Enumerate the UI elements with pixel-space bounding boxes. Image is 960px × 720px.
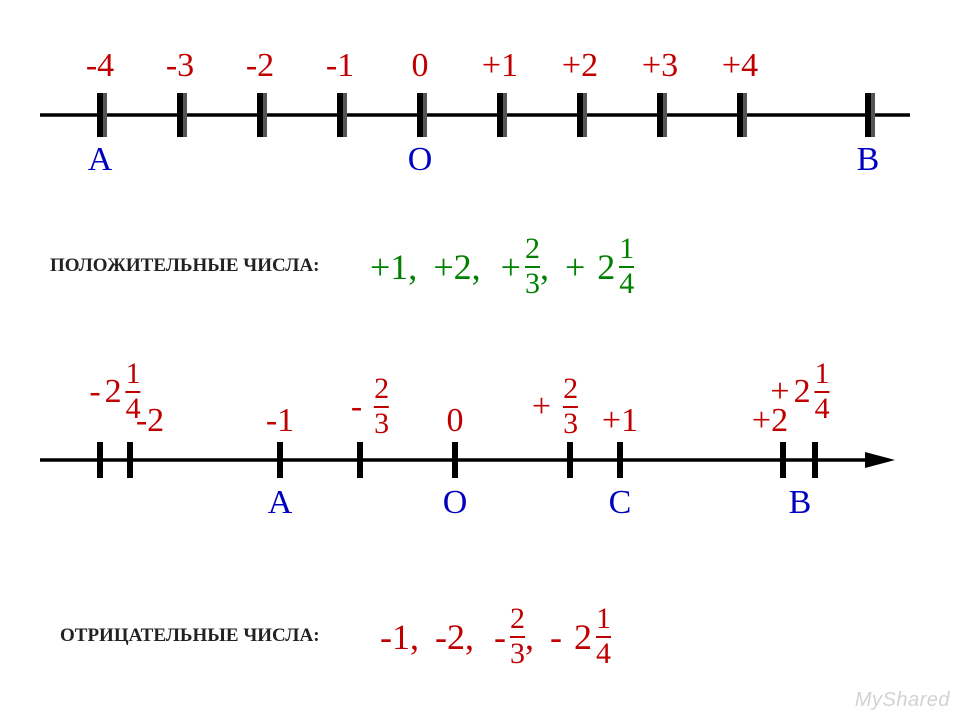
- line2-label: +1: [602, 402, 638, 440]
- line2-point: С: [609, 484, 632, 522]
- line2-point: А: [268, 484, 293, 522]
- line2-label: +23: [532, 375, 578, 438]
- line2-label: -214: [89, 360, 140, 423]
- neg-b: -2,: [435, 616, 474, 658]
- line2-point: О: [443, 484, 468, 522]
- neg-comma: ,: [525, 616, 534, 658]
- negative-heading: ОТРИЦАТЕЛЬНЫЕ ЧИСЛА:: [60, 625, 320, 647]
- negative-sequence: -1, -2, - 23 , - 2 14: [380, 605, 611, 668]
- neg-frac-2-3: - 23: [494, 605, 525, 668]
- line2-arrowhead: [865, 452, 895, 468]
- line2-label: 0: [447, 402, 464, 440]
- line2-label: -23: [351, 375, 389, 438]
- line2-label: -1: [266, 402, 294, 440]
- neg-a: -1,: [380, 616, 419, 658]
- line2-point: В: [789, 484, 812, 522]
- line2-label: -2: [136, 402, 164, 440]
- watermark: MyShared: [855, 689, 950, 712]
- line2-label: +2: [752, 402, 788, 440]
- neg-mixed-2-1-4: - 2 14: [550, 605, 611, 668]
